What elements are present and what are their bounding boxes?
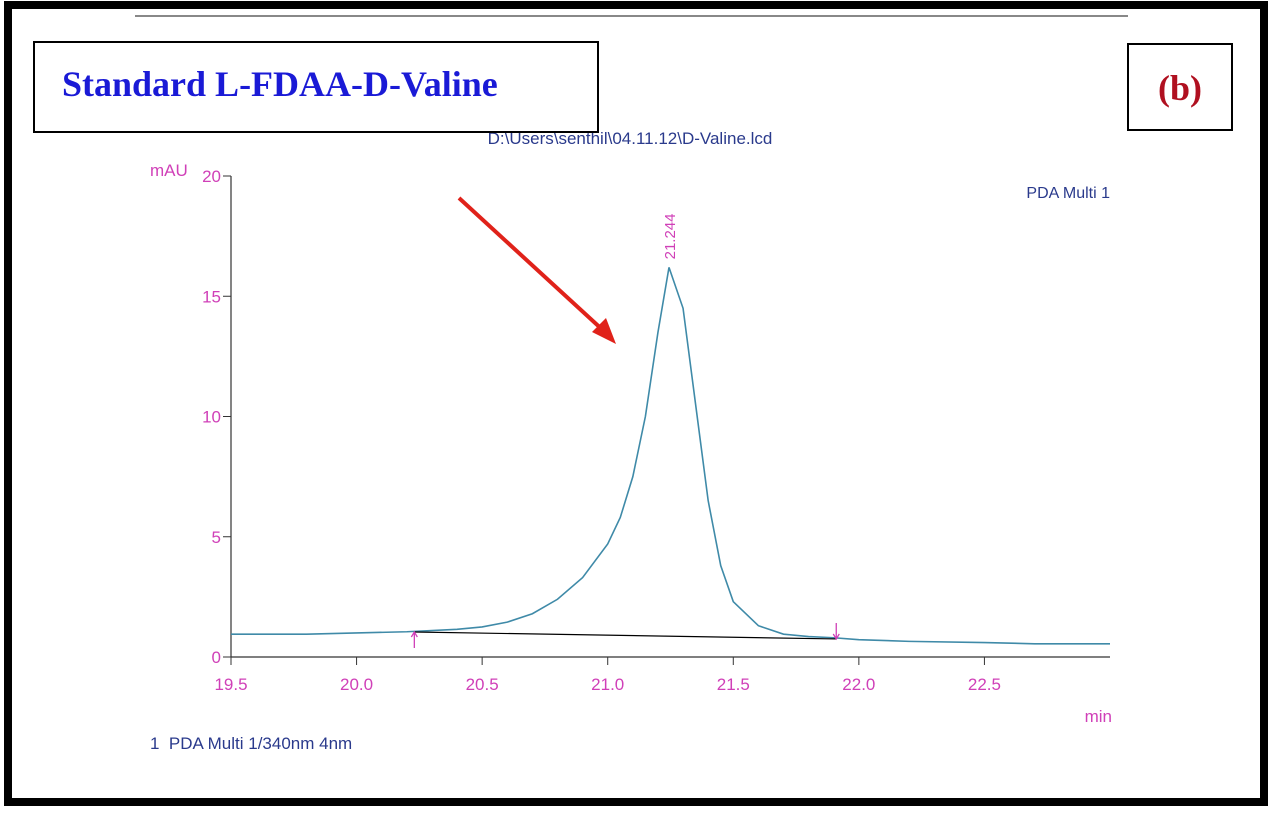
panel-title: Standard L-FDAA-D-Valine bbox=[62, 64, 498, 104]
y-tick-label: 20 bbox=[202, 167, 221, 186]
integration-marker bbox=[832, 622, 840, 641]
panel-box bbox=[1127, 43, 1233, 131]
peak-label: 21.244 bbox=[662, 213, 679, 259]
integration-marker bbox=[410, 630, 418, 648]
x-tick-label: 22.5 bbox=[968, 675, 1001, 694]
file-path: D:\Users\senthil\04.11.12\D-Valine.lcd bbox=[488, 129, 773, 148]
x-tick-label: 20.0 bbox=[340, 675, 373, 694]
y-tick-label: 10 bbox=[202, 408, 221, 427]
title-box bbox=[33, 41, 599, 133]
frame bbox=[4, 1, 1268, 806]
y-tick-label: 5 bbox=[212, 528, 221, 547]
x-tick-label: 19.5 bbox=[214, 675, 247, 694]
panel-label: (b) bbox=[1158, 68, 1202, 108]
y-tick-label: 15 bbox=[202, 287, 221, 306]
channel-label: PDA Multi 1 bbox=[1026, 185, 1110, 202]
arrow bbox=[457, 196, 608, 335]
x-tick-label: 20.5 bbox=[466, 675, 499, 694]
x-tick-label: 21.0 bbox=[591, 675, 624, 694]
y-unit: mAU bbox=[150, 161, 188, 180]
trace bbox=[231, 267, 1110, 645]
x-tick-label: 21.5 bbox=[717, 675, 750, 694]
baseline bbox=[414, 631, 837, 640]
x-unit: min bbox=[1085, 707, 1112, 726]
arrow-head bbox=[592, 318, 616, 344]
x-tick-label: 22.0 bbox=[842, 675, 875, 694]
y-tick-label: 0 bbox=[212, 648, 221, 667]
footer: 1 PDA Multi 1/340nm 4nm bbox=[150, 734, 352, 753]
